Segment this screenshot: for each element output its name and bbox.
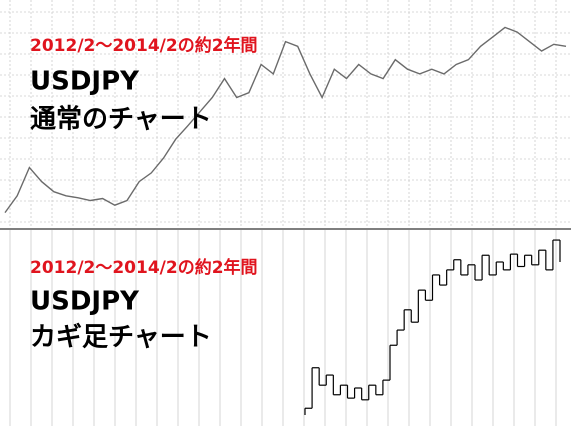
chart-title: USDJPY <box>30 287 140 317</box>
subtitle: 2012/2〜2014/2の約2年間 <box>30 35 258 56</box>
marks <box>4 26 567 415</box>
chart-label: 通常のチャート <box>30 105 212 135</box>
chart-title: USDJPY <box>30 67 140 97</box>
price-line <box>4 26 567 214</box>
subtitle: 2012/2〜2014/2の約2年間 <box>30 257 258 278</box>
chart-label: カギ足チャート <box>30 323 212 353</box>
